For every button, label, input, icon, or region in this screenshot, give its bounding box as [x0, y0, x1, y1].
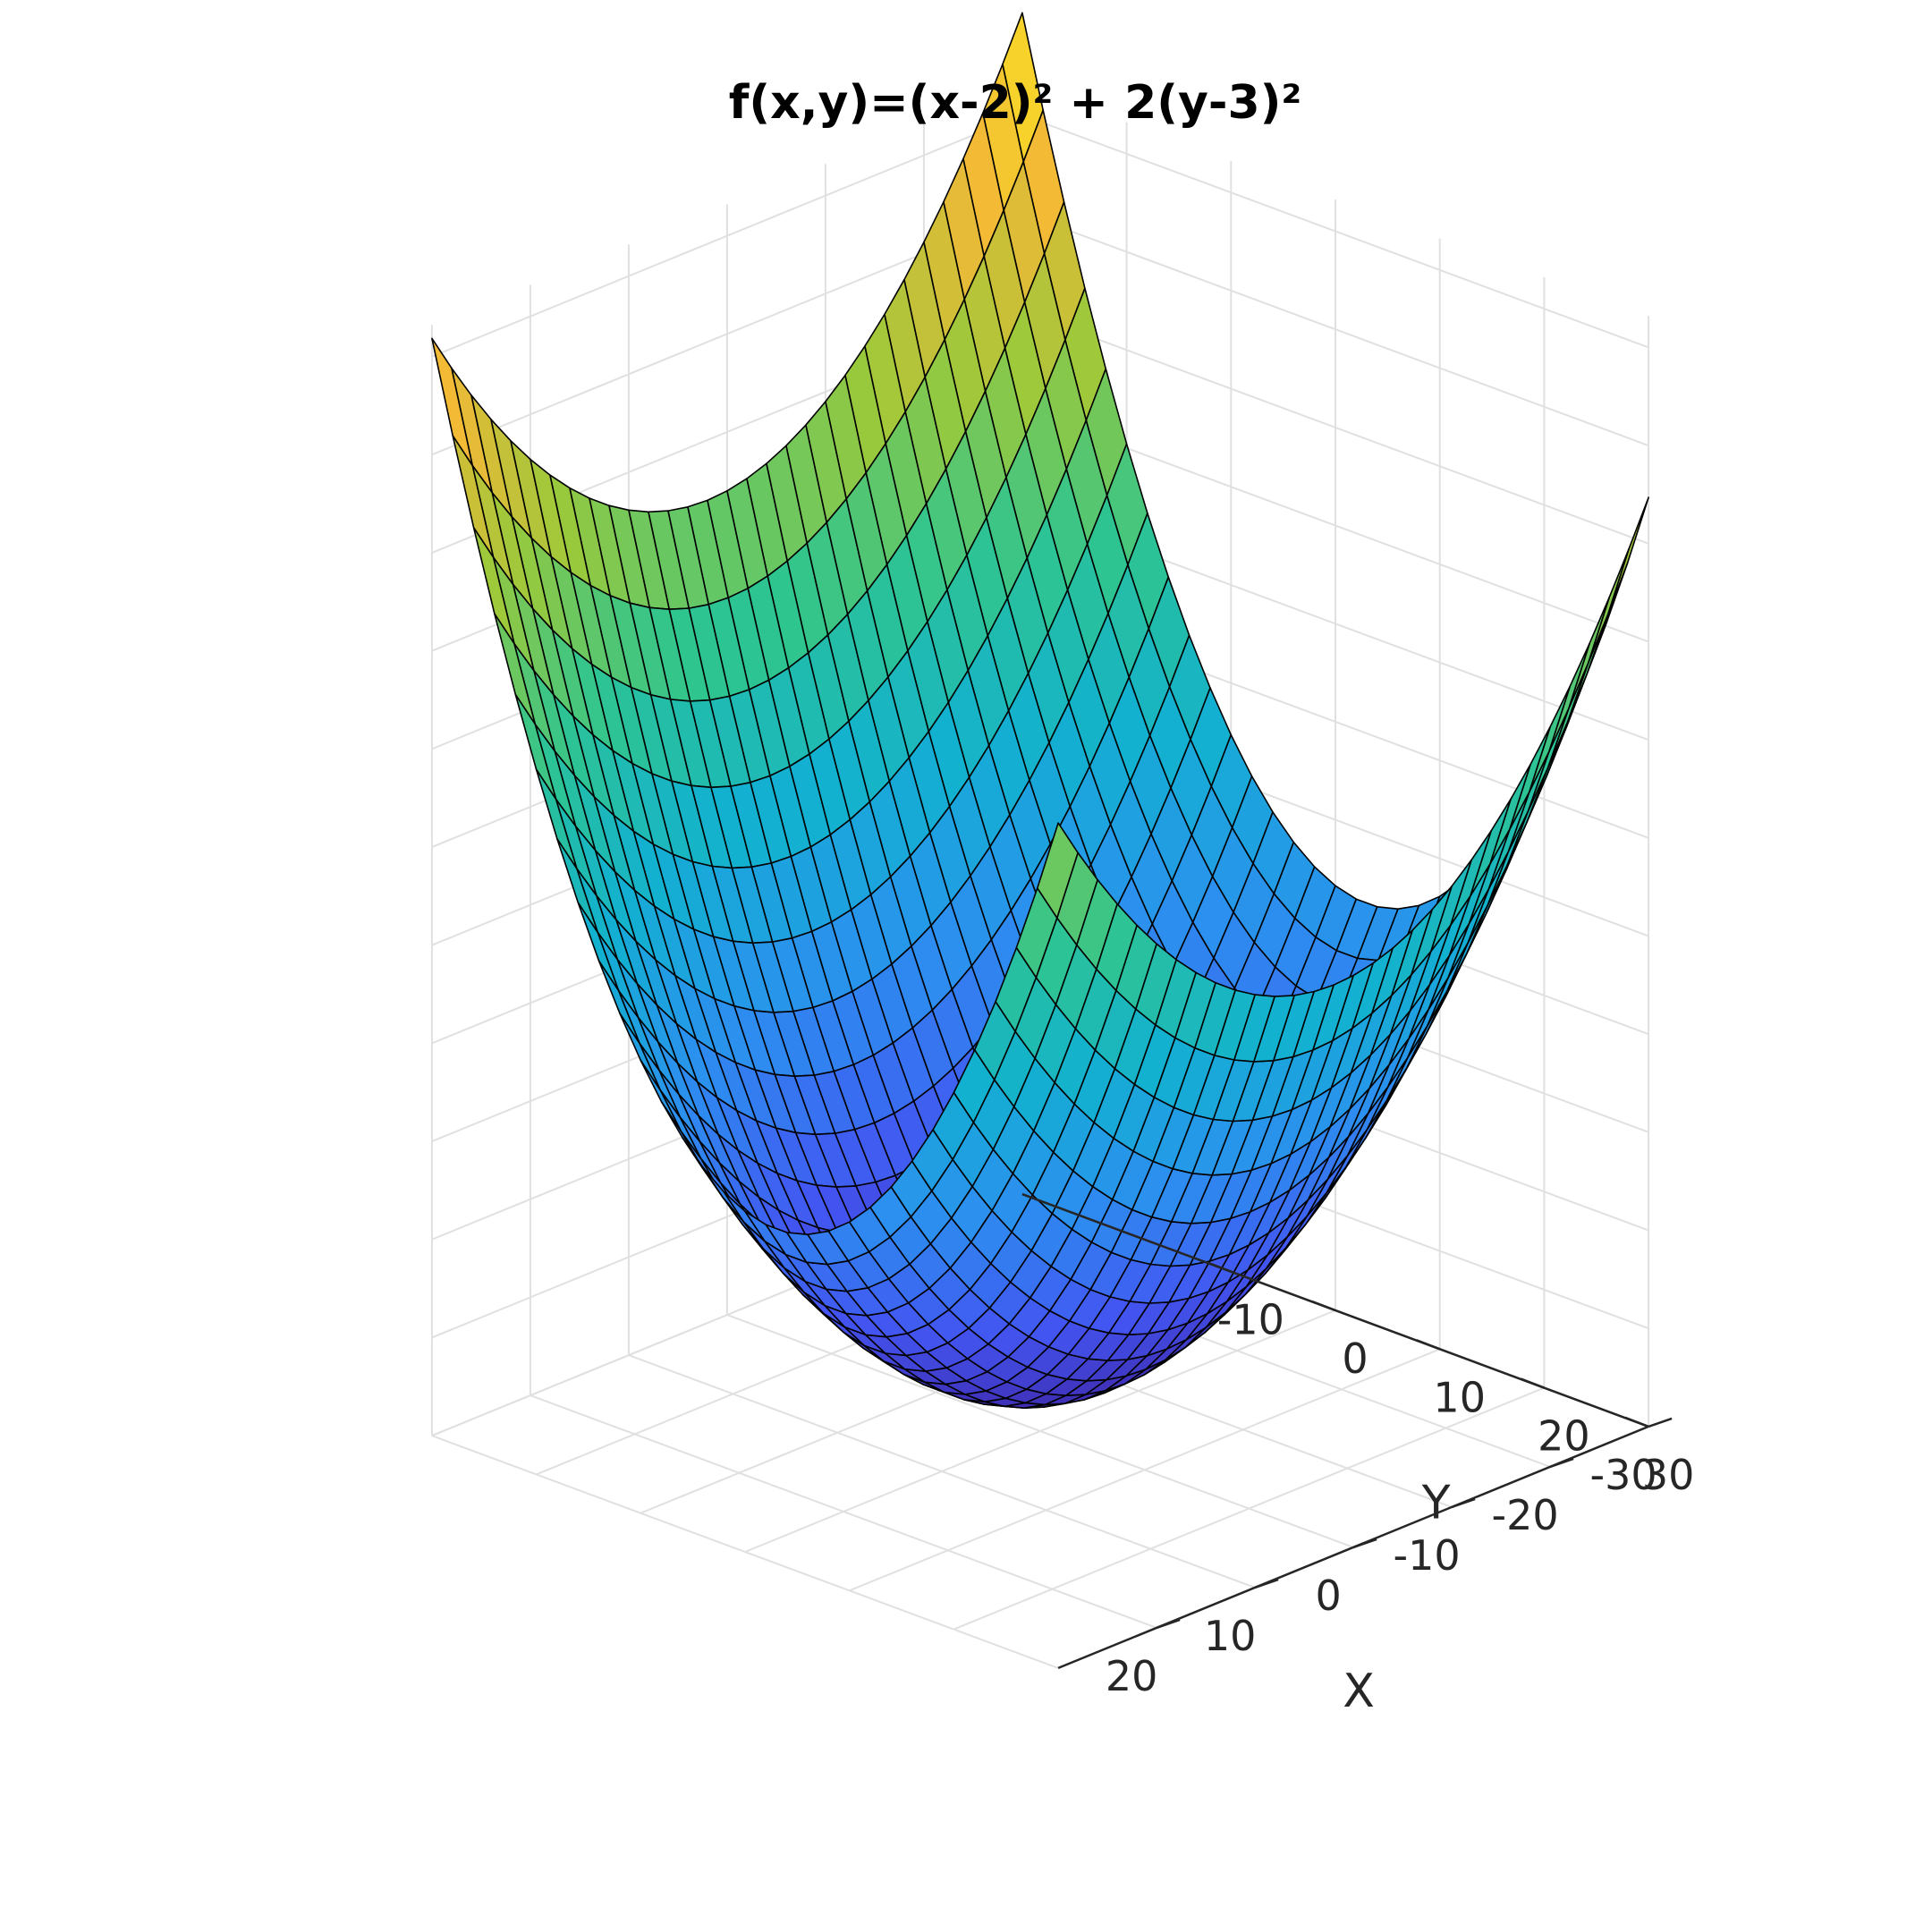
x-tick-mark: [1254, 1578, 1279, 1589]
surface-patch: [1037, 822, 1079, 919]
surface-patch: [1548, 642, 1590, 753]
y-tick-label: -10: [1217, 1296, 1284, 1344]
grid-line: [744, 1309, 1336, 1553]
grid-line: [1021, 310, 1649, 545]
x-tick-mark: [1451, 1497, 1476, 1509]
x-tick-mark: [1156, 1618, 1181, 1630]
x-axis-label: X: [1343, 1665, 1375, 1718]
x-tick-label: 0: [1315, 1572, 1341, 1620]
y-tick-mark: [1207, 1261, 1232, 1273]
y-tick-mark: [1624, 1416, 1649, 1428]
grid-line: [431, 114, 1023, 358]
axes: 20 10 0 -10 -20 -30 -10 0 10 20 30 X Y: [1021, 1192, 1695, 1718]
y-tick-mark: [1520, 1377, 1545, 1389]
x-tick-label: 10: [1204, 1612, 1257, 1660]
x-tick-label: -10: [1394, 1531, 1461, 1580]
chart-title: f(x,y)=(x-2)² + 2(y-3)²: [729, 76, 1301, 130]
y-tick-label: 30: [1642, 1451, 1695, 1499]
y-tick-mark: [1311, 1300, 1336, 1312]
x-tick-mark: [1549, 1457, 1574, 1469]
grid-line: [849, 1348, 1441, 1592]
surface-mesh: [431, 12, 1649, 1409]
y-axis-label: Y: [1421, 1476, 1451, 1530]
y-tick-label: 0: [1342, 1335, 1368, 1383]
x-tick-label: -20: [1492, 1491, 1559, 1539]
y-tick-mark: [1416, 1339, 1441, 1351]
grid-line: [1021, 114, 1649, 349]
x-tick-mark: [1352, 1538, 1377, 1549]
y-tick-label: 10: [1433, 1373, 1486, 1421]
x-tick-label: 20: [1106, 1652, 1158, 1700]
x-tick-mark: [1648, 1417, 1673, 1428]
x-tick-label: -30: [1590, 1451, 1657, 1499]
grid-line: [953, 1386, 1545, 1631]
y-tick-label: 20: [1538, 1412, 1590, 1461]
grid-line: [1021, 212, 1649, 447]
